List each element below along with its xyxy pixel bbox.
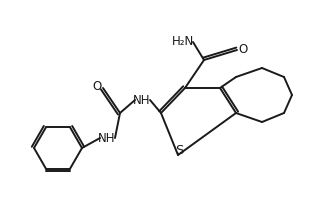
Text: NH: NH bbox=[98, 131, 116, 145]
Text: O: O bbox=[238, 42, 248, 55]
Text: NH: NH bbox=[133, 93, 151, 107]
Text: O: O bbox=[92, 80, 102, 92]
Text: H₂N: H₂N bbox=[172, 35, 194, 47]
Text: S: S bbox=[175, 143, 183, 157]
